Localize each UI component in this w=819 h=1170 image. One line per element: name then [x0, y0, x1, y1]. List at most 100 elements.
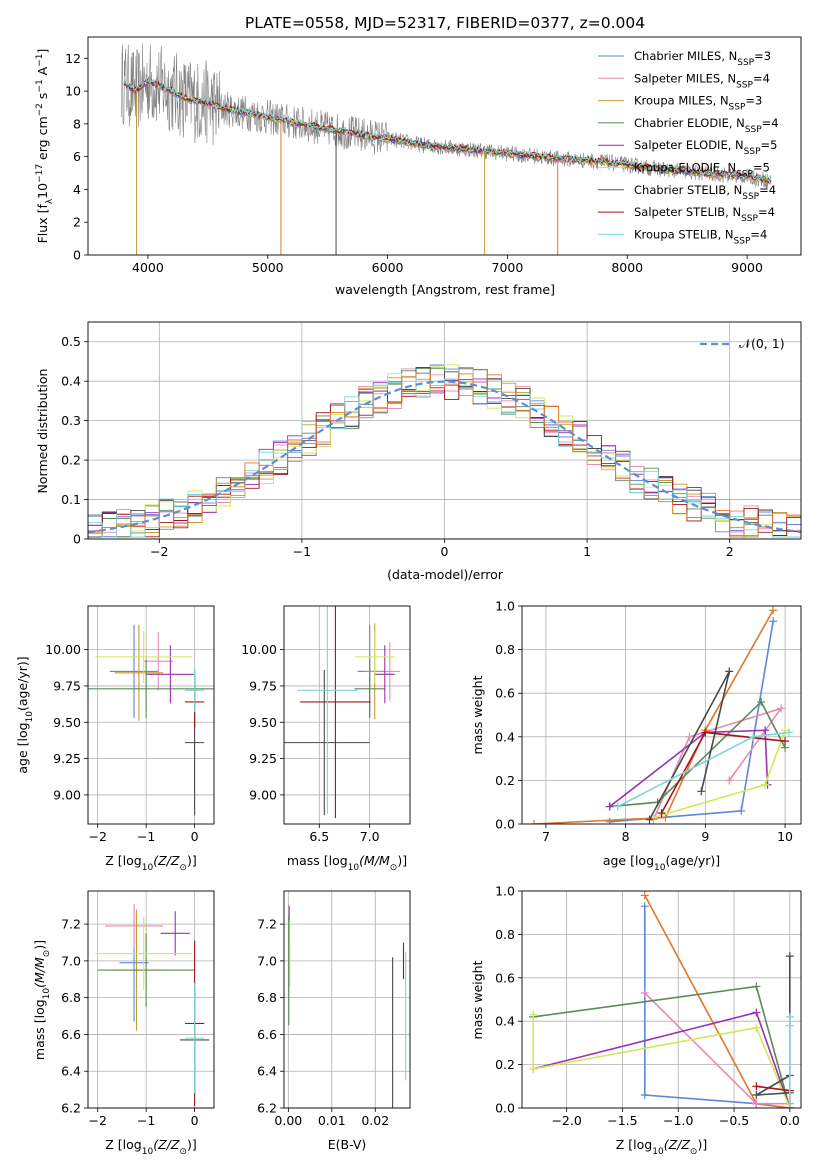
weight-point-marker	[752, 1099, 761, 1108]
label-part: SSP	[736, 170, 753, 180]
plot-area	[288, 905, 407, 1108]
label-part: mass [log	[32, 999, 47, 1060]
x-tick-label: 0.00	[274, 1113, 302, 1128]
weight-point-marker	[785, 952, 794, 961]
weight-point-marker	[785, 1021, 794, 1030]
y-tick-label: 0.3	[61, 413, 81, 428]
label-part: Kroupa ELODIE, N	[634, 161, 736, 175]
label-part: ⊙	[690, 1147, 698, 1157]
y-tick-label: 6.2	[61, 1101, 81, 1116]
y-tick-label: 6.6	[61, 1027, 81, 1042]
label-part: A	[35, 66, 50, 79]
weight-series-line	[609, 700, 786, 808]
x-tick-label: −0.5	[719, 1113, 749, 1128]
y-tick-label: 6.2	[257, 1101, 277, 1116]
label-part: s	[35, 93, 50, 104]
label-part: ⊙	[42, 950, 52, 958]
label-part: SSP	[729, 103, 746, 113]
x-tick-label: −1	[137, 829, 155, 844]
x-tick-label: 7000	[492, 260, 524, 275]
label-part: Z [log	[105, 853, 141, 868]
label-part: (M/M	[359, 853, 390, 868]
weight-point-marker	[685, 732, 694, 741]
plot-area	[95, 903, 210, 1107]
label-part: 10	[654, 863, 666, 873]
y-tick-label: 1.0	[495, 884, 515, 899]
axes-frame	[87, 605, 215, 825]
label-part: SSP	[737, 58, 754, 68]
mass-weight-vs-metallicity-panel: −2.0 −1.5 −1.0 −0.5 0.0 0.0 0.2 0.4 0.6 0.8 1.0 Z […	[470, 884, 802, 1157]
x-axis-label: age [log10(age/yr)]	[603, 853, 720, 873]
y-tick-label: 6.8	[61, 990, 81, 1005]
residuals-panel: −2 −1 0 1 2 0 0.1 0.2 0.3 0.4 0.5 (data-model)/erro…	[35, 321, 802, 582]
x-tick-label: 0	[191, 829, 199, 844]
model-spectrum	[123, 77, 772, 183]
plot-area	[88, 624, 214, 816]
x-tick-label: −2	[88, 1113, 106, 1128]
axes-frame	[283, 605, 411, 825]
y-tick-label: 0.4	[495, 729, 515, 744]
weight-point-marker	[640, 902, 649, 911]
y-tick-label: 9.75	[53, 678, 81, 693]
weight-point-marker	[640, 891, 649, 900]
label-part: erg cm	[35, 116, 50, 164]
label-part: SSP	[745, 125, 762, 135]
x-axis-label: mass [log10(M/M⊙)]	[287, 853, 407, 873]
label-part: (age/yr)]	[15, 656, 30, 711]
weight-point-marker	[781, 737, 790, 746]
label-part: 10	[42, 988, 52, 1000]
plot-area	[284, 606, 400, 819]
weight-point-marker	[701, 728, 710, 737]
y-tick-label: 6.4	[61, 1064, 81, 1079]
label-part: 10	[142, 1147, 154, 1157]
label-part: age [log	[603, 853, 654, 868]
plot-area	[529, 606, 794, 824]
x-tick-label: 0.01	[318, 1113, 346, 1128]
x-tick-label: 10	[777, 829, 793, 844]
y-axis-label: mass [log10(M/M⊙)]	[32, 940, 52, 1060]
mass-vs-metallicity-panel: −2 −1 06.26.46.66.87.07.2Z [log10(Z/Z⊙)]ma…	[32, 890, 215, 1157]
legend-entry: Chabrier MILES, NSSP=3	[634, 49, 771, 68]
x-tick-label: 0.02	[361, 1113, 389, 1128]
weight-point-marker	[777, 704, 786, 713]
x-axis-label: (data-model)/error	[387, 567, 504, 582]
y-tick-label: 7.2	[257, 917, 277, 932]
label-part: =4	[759, 183, 776, 197]
weight-point-marker	[529, 1064, 538, 1073]
label-part: Z [log	[105, 1137, 141, 1152]
y-tick-label: 9.50	[53, 715, 81, 730]
x-tick-label: −2	[88, 829, 106, 844]
label-part: )]	[32, 940, 47, 950]
label-part: 10	[35, 183, 50, 199]
y-tick-label: 6.4	[257, 1064, 277, 1079]
label-part: =5	[761, 138, 778, 152]
y-tick-label: 9.00	[249, 787, 277, 802]
x-tick-label: 7	[542, 829, 550, 844]
y-tick-label: 6.8	[257, 990, 277, 1005]
weight-series-line	[533, 985, 791, 1108]
label-part: SSP	[734, 236, 751, 246]
legend-entry: 𝒩(0, 1)	[739, 336, 785, 351]
y-axis-label: Normed distribution	[35, 369, 50, 494]
weight-point-marker	[737, 806, 746, 815]
label-part: Salpeter STELIB, N	[634, 205, 741, 219]
y-tick-label: 0	[73, 248, 81, 263]
x-tick-label: −1	[293, 544, 311, 559]
x-axis-label: Z [log10(Z/Z⊙)]	[616, 1137, 707, 1157]
weight-point-marker	[752, 982, 761, 991]
y-axis-label: Flux [fλ10−17 erg cm−2 s−1 A−1]	[35, 49, 55, 244]
x-tick-label: 0.0	[780, 1113, 800, 1128]
normal-curve	[88, 380, 801, 534]
x-tick-label: −1.0	[663, 1113, 693, 1128]
axes-frame	[521, 605, 802, 825]
plot-area	[121, 43, 772, 255]
x-tick-label: −1	[137, 1113, 155, 1128]
weight-point-marker	[752, 1023, 761, 1032]
x-tick-label: 1	[583, 544, 591, 559]
x-tick-label: 5000	[252, 260, 284, 275]
label-part: )]	[397, 853, 407, 868]
label-part: SSP	[741, 214, 758, 224]
